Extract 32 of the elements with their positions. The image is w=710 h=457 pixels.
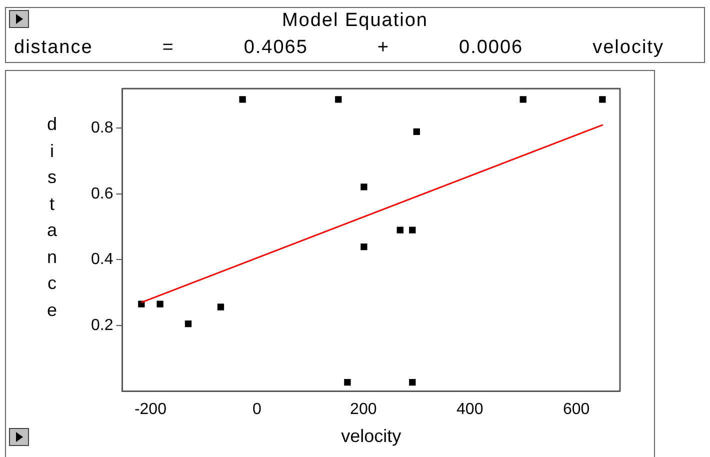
y-tick-label: 0.2 xyxy=(90,316,114,334)
y-axis-title: distance xyxy=(14,37,93,59)
y-tick-label: 0.8 xyxy=(90,119,114,136)
text: 0.0006 xyxy=(459,37,524,59)
chart-title: Model Equation xyxy=(280,10,430,32)
point xyxy=(335,96,342,103)
text: = xyxy=(162,37,174,59)
x-tick-label: 0 xyxy=(252,401,262,418)
point xyxy=(360,243,368,250)
text: 0.4065 xyxy=(244,37,308,59)
point xyxy=(184,320,192,328)
point xyxy=(409,378,416,386)
x-tick-label: 400 xyxy=(456,401,484,418)
text: velocity xyxy=(592,37,664,59)
x-tick-label: -200 xyxy=(134,401,167,418)
point xyxy=(413,128,420,136)
point xyxy=(409,226,416,234)
x-tick-label: 200 xyxy=(350,401,377,418)
point xyxy=(239,96,246,103)
x-axis-title: velocity xyxy=(341,426,402,446)
point xyxy=(156,300,164,308)
point xyxy=(396,226,404,234)
point xyxy=(599,96,606,103)
text: distance xyxy=(46,113,58,322)
point xyxy=(360,184,368,190)
y-tick-label: 0.6 xyxy=(90,185,114,202)
y-tick-label: 0.4 xyxy=(90,251,114,268)
point xyxy=(217,304,224,310)
text: + xyxy=(377,37,390,59)
x-tick-label: 600 xyxy=(562,401,590,418)
point xyxy=(344,378,351,386)
point xyxy=(520,96,526,103)
